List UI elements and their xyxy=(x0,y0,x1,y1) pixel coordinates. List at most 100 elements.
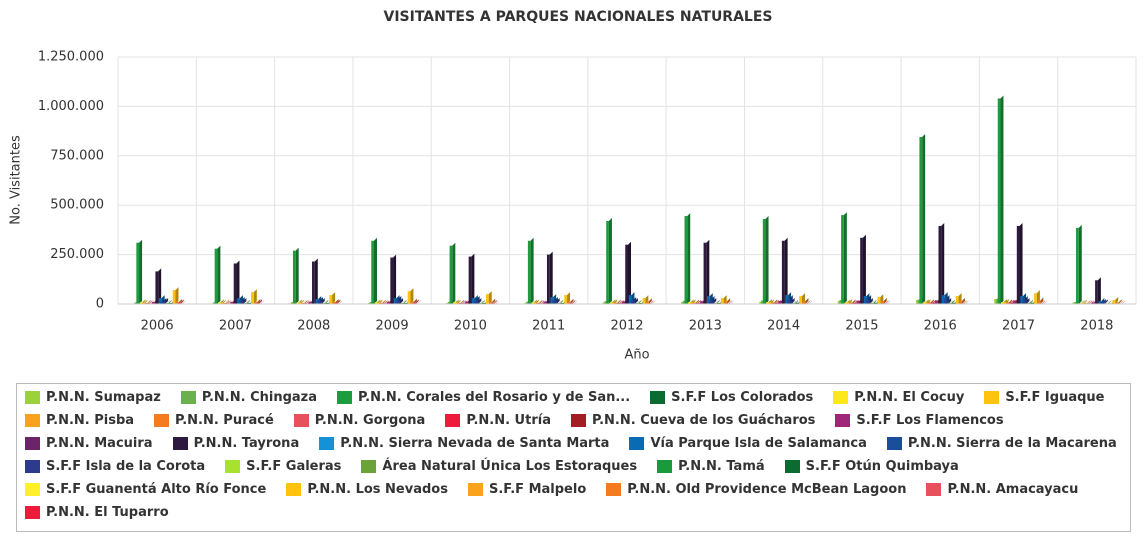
bar-side xyxy=(1120,300,1124,304)
legend-label: P.N.N. Tamá xyxy=(678,459,765,474)
bar xyxy=(412,302,416,304)
bar-side xyxy=(805,298,809,304)
legend-item[interactable]: S.F.F Otún Quimbaya xyxy=(784,458,959,475)
bar xyxy=(761,300,764,304)
bar xyxy=(959,300,963,304)
legend-item[interactable]: P.N.N. Tayrona xyxy=(172,435,299,452)
legend-item[interactable]: P.N.N. Gorgona xyxy=(293,412,425,429)
legend-item[interactable]: Área Natural Única Los Estoraques xyxy=(361,458,637,475)
legend-item[interactable]: P.N.N. Sumapaz xyxy=(25,389,161,406)
legend-label: P.N.N. El Tuparro xyxy=(46,505,169,520)
bar-side xyxy=(775,300,779,304)
legend-item[interactable]: Vía Parque Isla de Salamanca xyxy=(629,435,867,452)
bar xyxy=(473,299,477,304)
bar xyxy=(628,295,632,304)
legend-item[interactable]: S.F.F Los Colorados xyxy=(650,389,813,406)
bar-side xyxy=(869,298,873,304)
bar-side xyxy=(220,299,224,304)
bar xyxy=(533,302,536,304)
bar xyxy=(485,294,489,304)
legend-item[interactable]: S.F.F Iguaque xyxy=(984,389,1104,406)
legend-item[interactable]: P.N.N. Sierra Nevada de Santa Marta xyxy=(319,435,609,452)
legend-item[interactable]: S.F.F Los Flamencos xyxy=(835,412,1004,429)
bar-side xyxy=(337,299,341,304)
bar-side xyxy=(415,299,419,304)
bar-side xyxy=(410,288,414,304)
legend-label: P.N.N. Amacayacu xyxy=(947,482,1079,497)
bar xyxy=(952,302,956,304)
bar-side xyxy=(1089,300,1093,304)
x-tick-label: 2016 xyxy=(924,319,957,334)
bar xyxy=(550,297,554,304)
bar xyxy=(454,302,458,304)
bar xyxy=(240,301,244,304)
legend-item[interactable]: P.N.N. Chingaza xyxy=(180,389,317,406)
bar xyxy=(682,300,686,304)
legend-swatch xyxy=(286,483,302,496)
legend-item[interactable]: P.N.N. Puracé xyxy=(154,412,274,429)
bar-side xyxy=(393,254,397,304)
legend-label: P.N.N. Corales del Rosario y de San... xyxy=(358,390,631,405)
y-tick-label: 0 xyxy=(96,297,104,312)
legend-item[interactable]: P.N.N. Utría xyxy=(445,412,551,429)
y-tick-label: 500.000 xyxy=(50,198,104,213)
bar xyxy=(298,302,301,304)
bar xyxy=(1074,302,1078,304)
bar xyxy=(1013,300,1017,304)
bar xyxy=(567,301,571,304)
bar xyxy=(837,301,841,304)
bar-side xyxy=(617,299,621,304)
bar xyxy=(134,302,138,304)
legend-swatch xyxy=(886,437,902,450)
bar-side xyxy=(481,300,485,304)
bar-side xyxy=(765,216,769,304)
bar xyxy=(922,302,926,304)
bar-side xyxy=(962,297,966,304)
bar-side xyxy=(217,245,221,304)
bar xyxy=(332,302,336,304)
legend-item[interactable]: S.F.F Isla de la Corota xyxy=(25,458,205,475)
legend-item[interactable]: P.N.N. Tamá xyxy=(657,458,765,475)
bar xyxy=(846,302,850,304)
legend-item[interactable]: P.N.N. Sierra de la Macarena xyxy=(886,435,1117,452)
bar xyxy=(151,302,155,304)
bar xyxy=(945,301,949,304)
legend-item[interactable]: P.N.N. Cueva de los Guácharos xyxy=(570,412,815,429)
legend-item[interactable]: P.N.N. Los Nevados xyxy=(286,481,448,498)
bar xyxy=(687,302,691,304)
bar xyxy=(411,301,414,304)
bar xyxy=(1008,302,1011,304)
legend-item[interactable]: S.F.F Guanentá Alto Río Fonce xyxy=(25,481,266,498)
bar xyxy=(703,242,707,304)
bar-side xyxy=(374,237,378,304)
legend-swatch xyxy=(835,414,851,427)
legend-item[interactable]: P.N.N. Macuira xyxy=(25,435,153,452)
legend-item[interactable]: P.N.N. Old Providence McBean Lagoon xyxy=(606,481,906,498)
legend-swatch xyxy=(180,391,196,404)
legend-item[interactable]: P.N.N. Amacayacu xyxy=(926,481,1078,498)
bar xyxy=(771,302,775,304)
legend-item[interactable]: S.F.F Malpelo xyxy=(467,481,586,498)
bar-side xyxy=(1122,300,1126,304)
bar xyxy=(212,302,216,304)
legend-item[interactable]: P.N.N. Corales del Rosario y de San... xyxy=(337,389,630,406)
bar xyxy=(1027,302,1030,304)
bar-side xyxy=(180,299,184,304)
legend-item[interactable]: P.N.N. Pisba xyxy=(25,412,134,429)
bar xyxy=(230,302,233,304)
legend-swatch xyxy=(25,483,40,496)
bar-side xyxy=(246,300,250,304)
legend-swatch xyxy=(926,483,942,496)
legend-item[interactable]: P.N.N. El Tuparro xyxy=(25,504,169,521)
bar xyxy=(935,300,938,304)
legend-item[interactable]: S.F.F Galeras xyxy=(225,458,341,475)
bar xyxy=(390,257,394,304)
bar xyxy=(1076,227,1079,304)
bar-side xyxy=(147,300,151,304)
legend-item[interactable]: P.N.N. El Cocuy xyxy=(833,389,964,406)
bar xyxy=(681,302,684,304)
legend-label: S.F.F Otún Quimbaya xyxy=(805,459,959,474)
bar xyxy=(611,302,615,304)
bar xyxy=(233,263,237,304)
legend-swatch xyxy=(784,460,800,473)
